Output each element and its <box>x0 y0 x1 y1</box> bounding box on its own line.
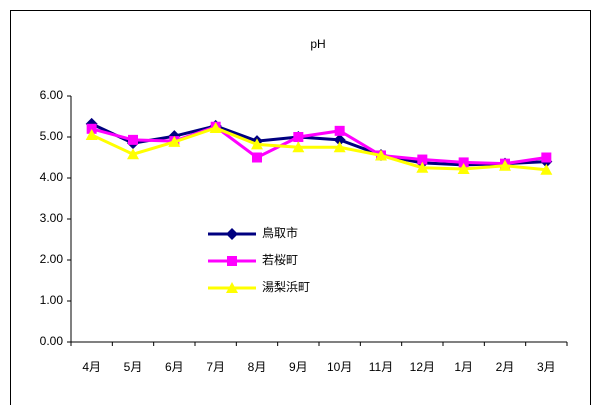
x-tick-label: 11月 <box>369 360 393 374</box>
y-tick-label: 4.00 <box>40 170 64 184</box>
legend-label: 鳥取市 <box>262 225 298 240</box>
chart-frame <box>10 10 591 410</box>
point <box>85 128 98 140</box>
point <box>417 154 428 165</box>
y-tick-label: 3.00 <box>40 211 64 225</box>
y-tick-label: 5.00 <box>40 129 64 143</box>
x-tick-label: 7月 <box>206 360 225 374</box>
x-tick-label: 9月 <box>289 360 308 374</box>
x-tick-label: 8月 <box>248 360 267 374</box>
y-tick-label: 1.00 <box>40 293 64 307</box>
legend-marker <box>226 282 238 293</box>
point <box>416 161 429 173</box>
legend-label: 湯梨浜町 <box>262 280 310 294</box>
point <box>86 123 97 134</box>
point <box>375 149 387 161</box>
y-tick-label: 0.00 <box>40 334 64 348</box>
x-tick-label: 12月 <box>410 360 435 374</box>
point <box>209 121 222 133</box>
point <box>128 134 138 145</box>
line <box>91 122 547 167</box>
point <box>540 163 553 175</box>
line <box>91 126 547 172</box>
point <box>168 135 181 147</box>
point <box>293 132 304 142</box>
point <box>499 159 511 171</box>
point <box>333 133 346 146</box>
point <box>252 152 262 163</box>
point <box>127 148 139 160</box>
point <box>292 141 305 153</box>
x-tick-label: 2月 <box>496 360 515 374</box>
x-tick-label: 1月 <box>454 360 473 374</box>
x-tick-label: 5月 <box>124 360 143 374</box>
chart-title: pH <box>310 37 325 51</box>
y-tick-label: 6.00 <box>40 88 64 102</box>
legend-label: 若桜町 <box>262 253 298 267</box>
point <box>251 138 263 150</box>
point <box>334 125 345 136</box>
x-tick-label: 6月 <box>165 360 184 374</box>
point <box>457 162 470 174</box>
y-tick-label: 2.00 <box>40 252 64 266</box>
legend-marker <box>227 256 237 266</box>
point <box>333 141 346 153</box>
x-tick-label: 10月 <box>327 360 352 374</box>
x-tick-label: 3月 <box>537 360 556 374</box>
point <box>458 157 469 168</box>
legend-marker <box>226 228 238 240</box>
x-tick-label: 4月 <box>82 360 101 374</box>
point <box>541 152 552 163</box>
line <box>91 125 547 166</box>
